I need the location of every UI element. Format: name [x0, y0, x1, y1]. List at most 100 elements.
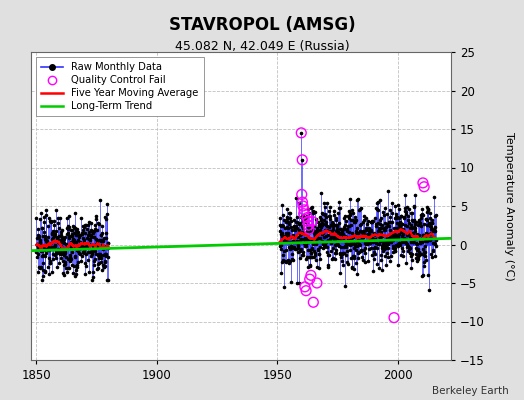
Point — [373, 206, 381, 212]
Point — [411, 251, 420, 257]
Point — [394, 234, 402, 241]
Point — [282, 259, 291, 266]
Point — [375, 235, 384, 242]
Point — [431, 228, 439, 234]
Point — [297, 246, 305, 253]
Point — [334, 242, 342, 248]
Point — [399, 226, 407, 233]
Point — [419, 232, 428, 238]
Point — [291, 226, 299, 232]
Point — [347, 254, 355, 261]
Point — [409, 229, 418, 236]
Point — [294, 200, 303, 206]
Point — [319, 210, 328, 217]
Point — [81, 259, 90, 266]
Point — [383, 241, 391, 248]
Point — [423, 207, 432, 214]
Point — [362, 227, 370, 233]
Point — [78, 253, 86, 259]
Point — [421, 235, 430, 242]
Point — [408, 217, 416, 224]
Point — [367, 228, 375, 234]
Point — [63, 230, 72, 236]
Point — [74, 244, 82, 250]
Point — [62, 269, 71, 275]
Point — [428, 217, 436, 223]
Point — [349, 210, 357, 216]
Point — [334, 229, 343, 235]
Point — [390, 314, 398, 321]
Point — [345, 223, 353, 229]
Point — [311, 231, 319, 238]
Point — [313, 235, 321, 242]
Point — [421, 242, 429, 249]
Point — [347, 217, 355, 223]
Point — [318, 231, 326, 237]
Point — [56, 251, 64, 258]
Point — [351, 214, 359, 221]
Point — [67, 238, 75, 245]
Point — [286, 234, 294, 241]
Point — [423, 237, 432, 243]
Point — [348, 217, 357, 224]
Point — [418, 235, 426, 241]
Point — [360, 246, 368, 253]
Point — [361, 250, 369, 256]
Point — [38, 248, 46, 254]
Point — [337, 226, 345, 232]
Point — [96, 251, 104, 257]
Point — [42, 240, 51, 246]
Point — [102, 201, 111, 207]
Point — [369, 248, 378, 255]
Point — [417, 223, 425, 230]
Point — [379, 238, 387, 244]
Point — [330, 236, 338, 242]
Point — [392, 214, 401, 220]
Point — [408, 210, 416, 216]
Point — [331, 222, 339, 228]
Point — [352, 247, 361, 253]
Point — [371, 236, 379, 242]
Point — [421, 249, 429, 255]
Point — [298, 230, 306, 236]
Point — [42, 238, 51, 244]
Point — [374, 240, 383, 247]
Point — [297, 236, 305, 242]
Point — [431, 252, 439, 259]
Point — [103, 240, 112, 246]
Point — [96, 238, 105, 244]
Point — [428, 234, 436, 241]
Point — [422, 222, 431, 228]
Point — [314, 222, 323, 228]
Point — [84, 232, 92, 238]
Point — [417, 212, 425, 218]
Point — [335, 270, 344, 276]
Point — [379, 246, 388, 252]
Point — [313, 229, 321, 236]
Point — [325, 237, 334, 243]
Point — [333, 222, 341, 229]
Point — [406, 234, 414, 240]
Point — [37, 210, 45, 216]
Point — [69, 237, 77, 243]
Point — [291, 239, 300, 245]
Point — [100, 243, 108, 250]
Point — [352, 228, 360, 234]
Point — [284, 230, 292, 236]
Point — [347, 236, 356, 242]
Point — [380, 224, 389, 231]
Point — [298, 199, 307, 205]
Point — [325, 228, 334, 235]
Point — [415, 231, 423, 238]
Point — [369, 218, 377, 224]
Point — [48, 231, 57, 238]
Point — [411, 225, 420, 231]
Point — [376, 224, 385, 231]
Point — [418, 246, 427, 252]
Point — [65, 264, 73, 271]
Point — [286, 258, 294, 264]
Point — [84, 257, 92, 263]
Point — [299, 212, 307, 218]
Point — [427, 230, 435, 236]
Point — [332, 250, 341, 256]
